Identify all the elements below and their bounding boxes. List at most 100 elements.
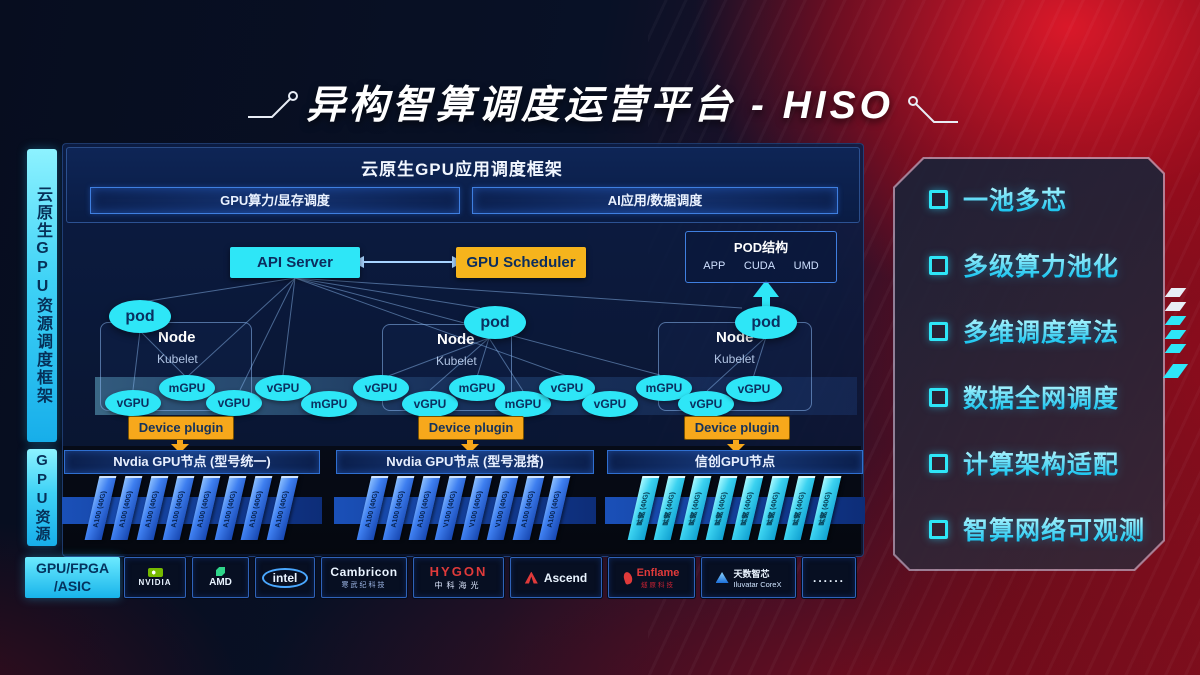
node-2-kubelet: Kubelet xyxy=(436,354,477,368)
feature-label: 数据全网调度 xyxy=(963,379,1119,415)
app-framework-title: 云原生GPU应用调度框架 xyxy=(361,160,563,179)
vendor-name: ...... xyxy=(812,570,845,585)
checkbox-bullet-icon xyxy=(929,190,948,209)
node-1-label: Node xyxy=(158,329,196,346)
checkbox-bullet-icon xyxy=(929,388,948,407)
pod-structure-title: POD结构 xyxy=(733,240,789,255)
feature-item: 智算网络可观测 xyxy=(929,511,1163,547)
feature-label: 计算架构适配 xyxy=(963,445,1119,481)
vendor-subname: 中科海光 xyxy=(434,581,483,590)
vendor-logo: Enflame 燧原科技 xyxy=(608,557,695,598)
hazard-stripe xyxy=(1162,364,1189,378)
page-title: 异构智算调度运营平台 - HISO xyxy=(305,84,894,127)
feature-item: 多级算力池化 xyxy=(929,247,1163,283)
gpu-node-group-xinchuang: 信创GPU节点 昇腾 (40G) 昇腾 (40G) 昇腾 (40G) 昇腾 (40G)… xyxy=(605,450,865,548)
gpu-ellipse: mGPU xyxy=(636,375,692,401)
feature-item: 一池多芯 xyxy=(929,181,1163,217)
feature-label: 智算网络可观测 xyxy=(963,511,1145,547)
pod-structure-item: UMD xyxy=(793,260,819,272)
feature-item: 计算架构适配 xyxy=(929,445,1163,481)
gpu-node-group-1-header: Nvdia GPU节点 (型号统一) xyxy=(64,450,320,474)
gpu-ellipse: vGPU xyxy=(105,390,161,416)
device-plugin-2: Device plugin xyxy=(418,416,524,440)
pod-ellipse-1: pod xyxy=(109,300,171,333)
feature-label: 多维调度算法 xyxy=(963,313,1119,349)
left-label-gpu-resource: GPU资源 xyxy=(27,449,57,546)
vendor-name: intel xyxy=(261,567,309,588)
device-plugin-1: Device plugin xyxy=(128,416,234,440)
vendor-subname: Iluvatar CoreX xyxy=(733,579,782,589)
vendor-name: Ascend xyxy=(543,570,588,585)
vendor-logo: Ascend xyxy=(510,557,602,598)
vendor-logo: NVIDIA xyxy=(124,557,186,598)
gpu-ellipse: vGPU xyxy=(402,391,458,417)
feature-label: 多级算力池化 xyxy=(963,247,1119,283)
hazard-stripe xyxy=(1164,302,1187,311)
vendor-name: 天数智芯 xyxy=(733,568,770,579)
vendor-name: Cambricon xyxy=(330,565,398,579)
node-2-label: Node xyxy=(437,331,475,348)
vendor-logo: AMD xyxy=(192,557,249,598)
hardware-category-label: GPU/FPGA/ASIC xyxy=(25,557,120,598)
vendor-name: NVIDIA xyxy=(138,578,172,587)
vendor-icon xyxy=(621,570,634,585)
gpu-ellipse: mGPU xyxy=(449,375,505,401)
vendor-logo: Cambricon 寒武纪科技 xyxy=(321,557,407,598)
vendor-subname: 燧原科技 xyxy=(640,581,675,589)
pod-structure-item: CUDA xyxy=(743,260,776,272)
pod-ellipse-2: pod xyxy=(464,306,526,339)
pod-structure-box: POD结构 APP CUDA UMD xyxy=(685,231,837,283)
api-server-box: API Server xyxy=(230,247,360,278)
gpu-cards-3: 昇腾 (40G) 昇腾 (40G) 昇腾 (40G) 昇腾 (40G) 昇腾 (40G)… xyxy=(627,476,842,540)
checkbox-bullet-icon xyxy=(929,322,948,341)
feature-item: 数据全网调度 xyxy=(929,379,1163,415)
node-3-kubelet: Kubelet xyxy=(714,352,755,366)
vendor-name: HYGON xyxy=(429,564,488,579)
vendor-name: AMD xyxy=(209,577,232,588)
gpu-ellipse: mGPU xyxy=(301,391,357,417)
checkbox-bullet-icon xyxy=(929,454,948,473)
feature-panel: 一池多芯 多级算力池化 多维调度算法 数据全网调度 xyxy=(893,157,1165,571)
bar-ai-data-scheduling: AI应用/数据调度 xyxy=(472,187,838,214)
bar-gpu-compute-scheduling: GPU算力/显存调度 xyxy=(90,187,460,214)
feature-list: 一池多芯 多级算力池化 多维调度算法 数据全网调度 xyxy=(895,159,1163,569)
hazard-stripe xyxy=(1164,344,1187,353)
vendor-icon xyxy=(216,567,225,576)
gpu-node-group-2-header: Nvdia GPU节点 (型号混搭) xyxy=(336,450,594,474)
vendor-logo: HYGON 中科海光 xyxy=(413,557,504,598)
checkbox-bullet-icon xyxy=(929,256,948,275)
pod-structure-items: APP CUDA UMD xyxy=(686,260,836,272)
vendor-logo: 天数智芯 Iluvatar CoreX xyxy=(701,557,796,598)
gpu-scheduler-box: GPU Scheduler xyxy=(456,247,586,278)
feature-item: 多维调度算法 xyxy=(929,313,1163,349)
device-plugin-3: Device plugin xyxy=(684,416,790,440)
pod-structure-item: APP xyxy=(703,260,726,272)
checkbox-bullet-icon xyxy=(929,520,948,539)
vendor-logo-row: NVIDIA AMD intel Cambricon 寒武纪科技 xyxy=(124,557,856,598)
gpu-ellipse: vGPU xyxy=(353,375,409,401)
feature-label: 一池多芯 xyxy=(963,181,1067,217)
gpu-ellipse: vGPU xyxy=(678,391,734,417)
left-label-framework: 云原生GPU资源调度框架 xyxy=(27,149,57,442)
vendor-icon xyxy=(147,568,163,577)
hazard-stripe xyxy=(1164,288,1187,297)
vendor-icon xyxy=(524,571,538,584)
hazard-stripe xyxy=(1164,316,1187,325)
hazard-stripe xyxy=(1164,330,1187,339)
pod-ellipse-3: pod xyxy=(735,306,797,339)
gpu-node-group-3-header: 信创GPU节点 xyxy=(607,450,863,474)
vendor-logo: ...... xyxy=(802,557,856,598)
gpu-ellipse: vGPU xyxy=(206,390,262,416)
gpu-node-group-uniform: Nvdia GPU节点 (型号统一) A100 (40G) A100 (40G) A… xyxy=(62,450,322,548)
gpu-ellipse: mGPU xyxy=(495,391,551,417)
vendor-logo: intel xyxy=(255,557,315,598)
vendor-subname: 寒武纪科技 xyxy=(341,582,387,589)
gpu-cards-1: A100 (40G) A100 (40G) A100 (40G) A100 (40G)… xyxy=(84,476,299,540)
gpu-cards-2: A100 (40G) A100 (40G) A100 (40G) V100 (40G)… xyxy=(356,476,571,540)
gpu-ellipse: vGPU xyxy=(255,375,311,401)
gpu-ellipse: vGPU xyxy=(726,376,782,402)
vendor-icon xyxy=(715,572,729,583)
gpu-ellipse: mGPU xyxy=(159,375,215,401)
node-1-kubelet: Kubelet xyxy=(157,352,198,366)
